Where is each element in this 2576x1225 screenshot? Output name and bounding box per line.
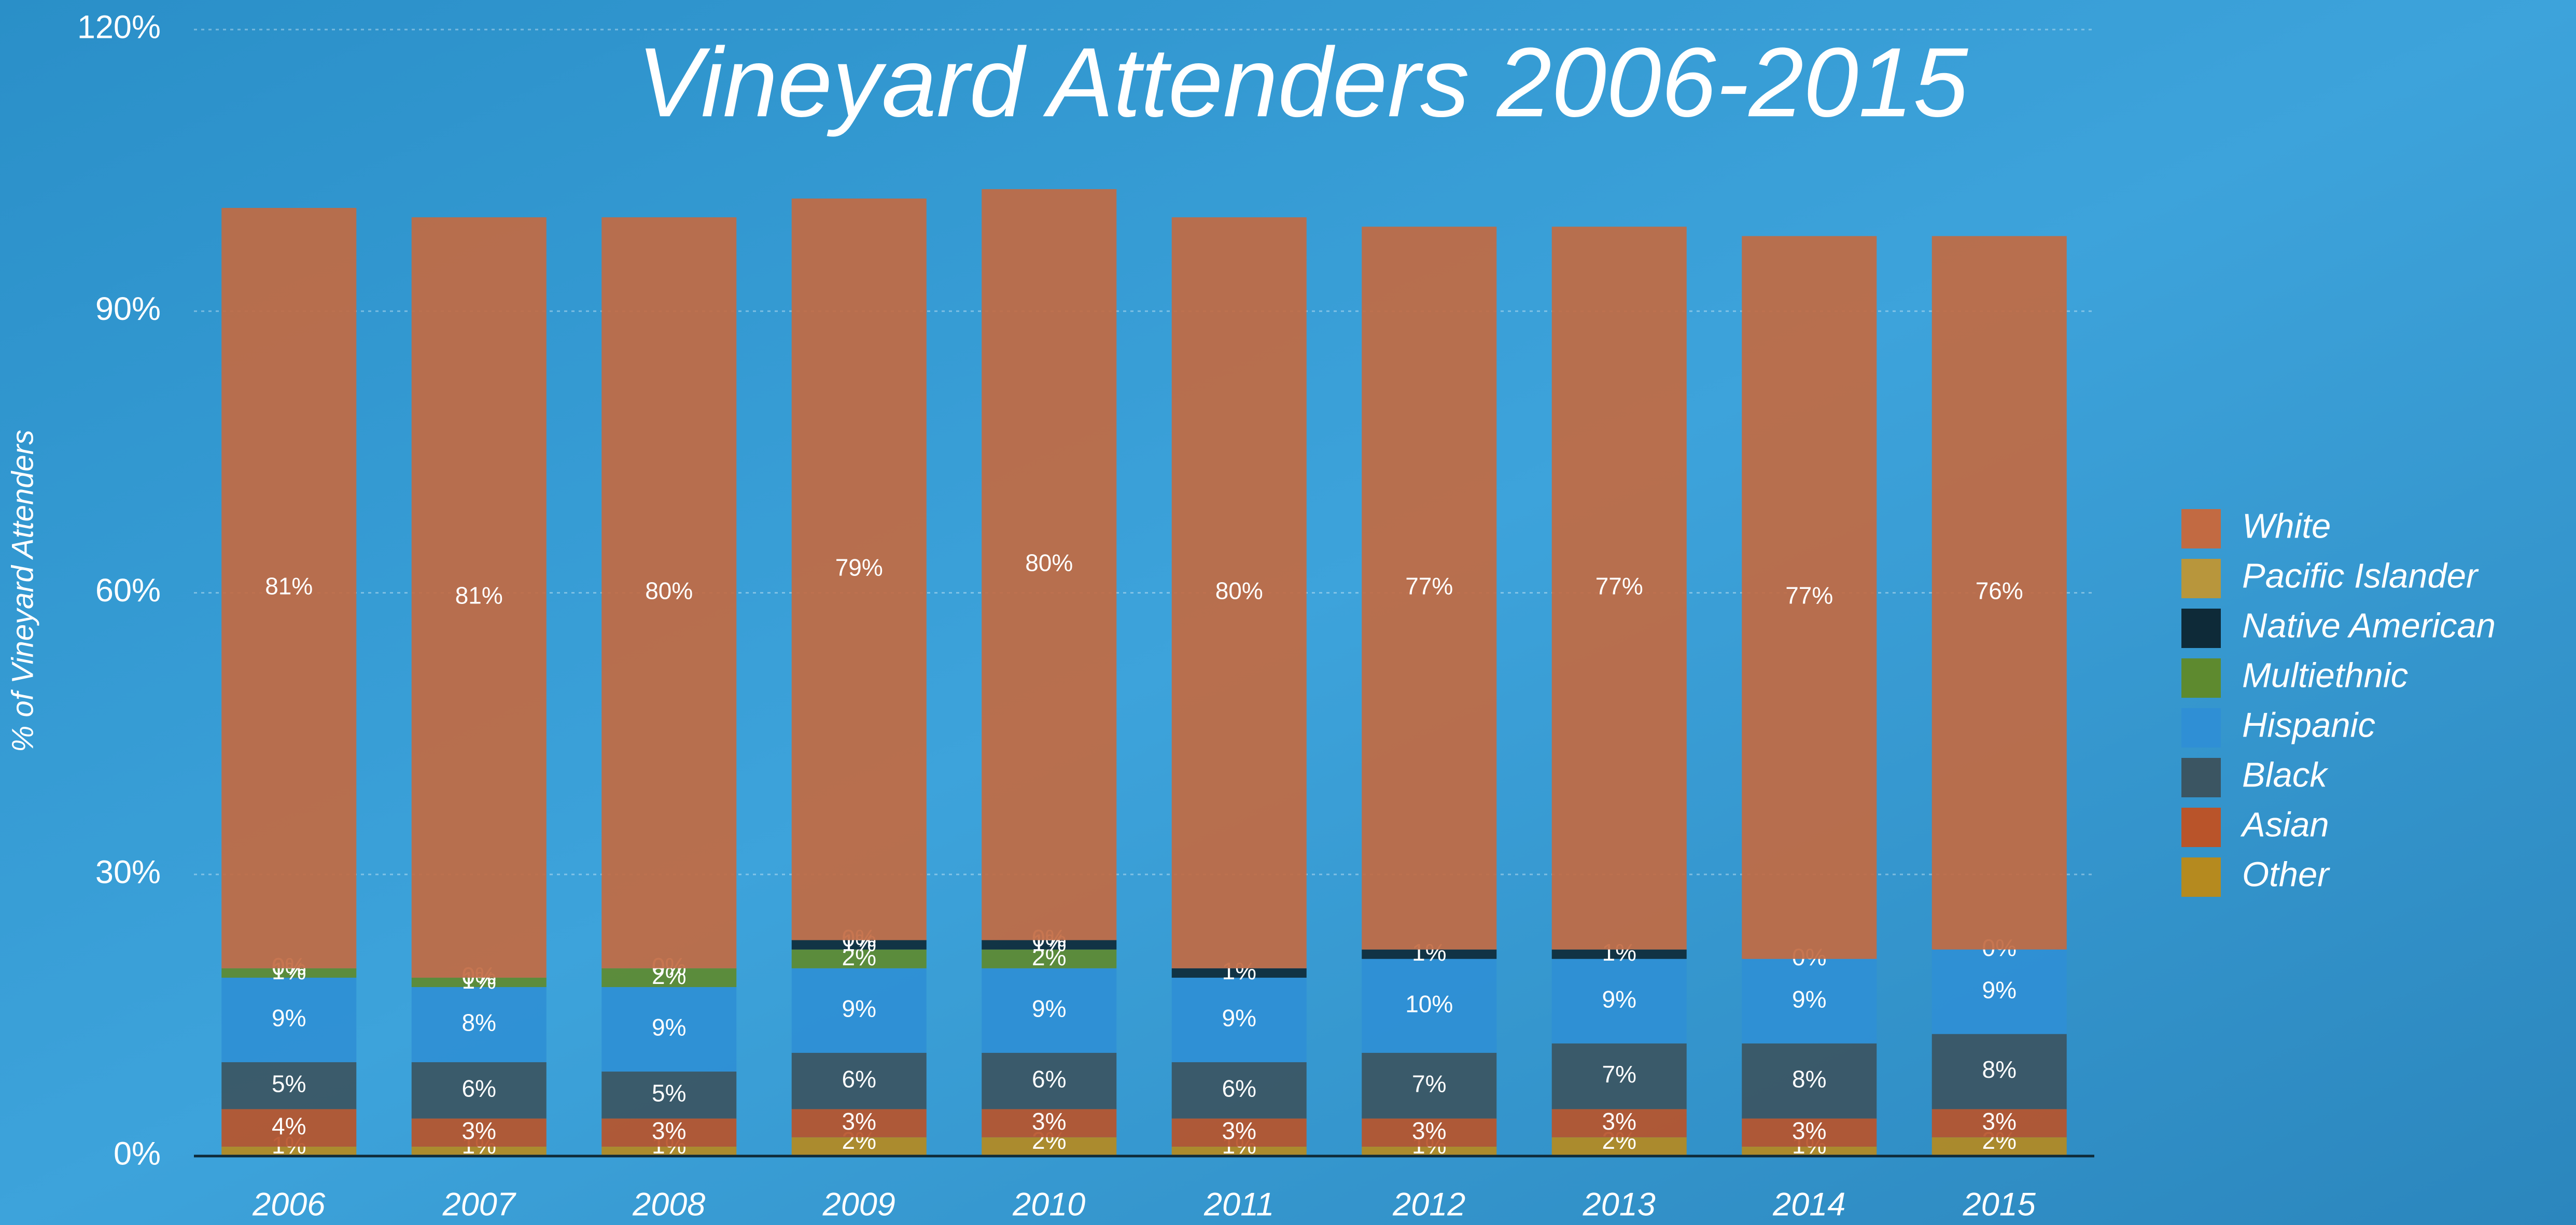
legend-swatch	[2181, 808, 2221, 847]
legend-swatch	[2181, 609, 2221, 648]
legend-swatch	[2181, 758, 2221, 797]
data-label: 76%	[1976, 578, 2023, 604]
y-tick-label: 0%	[114, 1136, 161, 1172]
x-tick-label: 2014	[1772, 1187, 1845, 1223]
data-label: 9%	[1792, 985, 1826, 1012]
legend-label: White	[2242, 507, 2331, 546]
data-label: 8%	[1792, 1065, 1826, 1092]
data-label: 4%	[272, 1113, 306, 1139]
y-tick-label: 120%	[77, 9, 161, 46]
data-label: 80%	[1025, 549, 1073, 576]
data-label: 9%	[1982, 976, 2017, 1003]
chart-title: Vineyard Attenders 2006-2015	[637, 27, 1969, 137]
data-label: 3%	[1602, 1108, 1636, 1135]
x-tick-label: 2015	[1963, 1187, 2036, 1223]
y-tick-label: 60%	[95, 572, 161, 609]
legend-label: Black	[2242, 756, 2329, 795]
data-label: 80%	[645, 578, 693, 604]
x-tick-label: 2011	[1203, 1187, 1274, 1223]
legend-label: Other	[2242, 855, 2330, 894]
data-label: 6%	[1222, 1075, 1256, 1102]
x-tick-label: 2007	[442, 1187, 516, 1223]
legend-label: Asian	[2240, 806, 2329, 844]
data-label: 5%	[272, 1070, 306, 1097]
legend-label: Native American	[2242, 607, 2496, 645]
legend-label: Hispanic	[2242, 706, 2375, 745]
data-label: 3%	[1982, 1108, 2017, 1135]
data-label: 9%	[1602, 985, 1636, 1012]
x-tick-label: 2006	[252, 1187, 326, 1223]
data-label: 77%	[1405, 573, 1453, 600]
data-label: 81%	[455, 582, 503, 609]
legend-label: Pacific Islander	[2242, 557, 2479, 596]
data-label: 3%	[1792, 1117, 1826, 1144]
data-label: 9%	[842, 995, 876, 1022]
data-label: 3%	[652, 1117, 686, 1144]
x-tick-label: 2009	[822, 1187, 895, 1223]
data-label: 10%	[1405, 990, 1453, 1017]
legend-swatch	[2181, 559, 2221, 598]
data-label: 3%	[842, 1108, 876, 1135]
data-label: 8%	[462, 1009, 496, 1036]
data-label: 9%	[652, 1014, 686, 1041]
data-label: 3%	[462, 1117, 496, 1144]
y-axis-label: % of Vineyard Attenders	[6, 430, 39, 752]
data-label: 6%	[462, 1075, 496, 1102]
x-tick-label: 2012	[1392, 1187, 1465, 1223]
data-label: 3%	[1412, 1117, 1446, 1144]
legend-swatch	[2181, 658, 2221, 698]
data-label: 77%	[1595, 573, 1643, 600]
legend-swatch	[2181, 857, 2221, 897]
data-label: 81%	[265, 573, 313, 600]
data-label: 8%	[1982, 1056, 2017, 1083]
data-label: 5%	[652, 1079, 686, 1106]
data-label: 6%	[842, 1065, 876, 1092]
y-tick-label: 30%	[95, 854, 161, 890]
data-label: 3%	[1032, 1108, 1066, 1135]
y-tick-label: 90%	[95, 291, 161, 327]
data-label: 6%	[1032, 1065, 1066, 1092]
data-label: 77%	[1785, 582, 1833, 609]
data-label: 9%	[1222, 1005, 1256, 1032]
chart: Vineyard Attenders 2006-2015 % of Vineya…	[0, 0, 2576, 1225]
x-tick-label: 2013	[1583, 1187, 1656, 1223]
x-tick-label: 2008	[632, 1187, 705, 1223]
legend-swatch	[2181, 509, 2221, 548]
data-label: 7%	[1412, 1070, 1446, 1097]
x-tick-label: 2010	[1012, 1187, 1085, 1223]
data-label: 9%	[1032, 995, 1066, 1022]
data-label: 79%	[835, 554, 883, 581]
legend-swatch	[2181, 708, 2221, 748]
data-label: 9%	[272, 1005, 306, 1032]
data-label: 3%	[1222, 1117, 1256, 1144]
legend-label: Multiethnic	[2242, 656, 2408, 695]
data-label: 80%	[1215, 578, 1263, 604]
data-label: 7%	[1602, 1061, 1636, 1088]
